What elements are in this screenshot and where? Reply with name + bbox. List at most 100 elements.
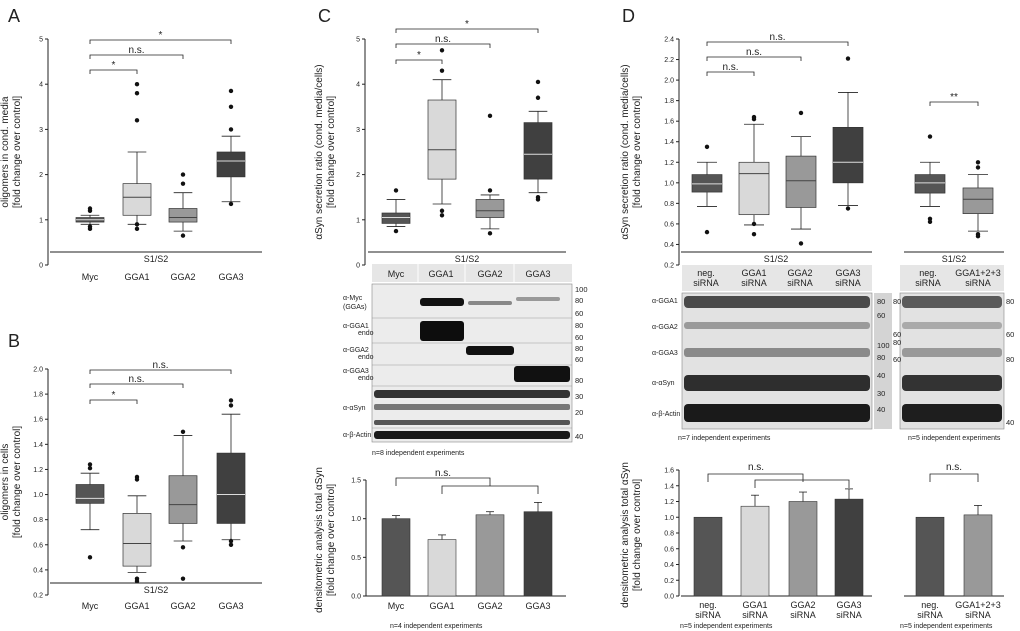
significance-label: * [417, 50, 421, 61]
outlier-point [845, 206, 851, 211]
x-category-label: siRNA [790, 610, 816, 620]
outlier-point [228, 398, 234, 403]
blot-c-label-gga3-sub: endo [358, 375, 374, 382]
outlier-point [439, 208, 445, 213]
blot-d-h3a: GGA2 [787, 268, 812, 278]
box-2 [122, 474, 152, 584]
y-tick-label: 5 [39, 37, 43, 44]
blot-d-band-gga1 [684, 296, 870, 308]
outlier-point [751, 116, 757, 122]
outlier-point [487, 113, 493, 119]
box-iqr [691, 174, 723, 193]
blot-c-mw: 80 [575, 296, 583, 305]
outlier-point [228, 127, 234, 132]
y-tick-label: 5 [356, 37, 360, 44]
blot-c-label-gga1-sub: endo [358, 330, 374, 337]
panel-d-densito-ylabel-1: densitometric analysis total αSyn [620, 462, 631, 608]
significance-label: n.s. [435, 468, 451, 479]
blot-d-mw: 80 [893, 338, 901, 347]
blot-c-label-gga1: α-GGA1 [343, 323, 369, 330]
blot-d-row-gga3: α-GGA3 [652, 350, 678, 357]
significance-label: n.s. [128, 45, 144, 56]
y-tick-label: 1.0 [664, 515, 674, 522]
blot-d-mw: 60 [893, 330, 901, 339]
bar-3 [475, 511, 505, 597]
outlier-point [975, 160, 981, 165]
panel-d-densito-note-left: n=5 independent experiments [680, 623, 773, 630]
outlier-point [228, 403, 234, 408]
y-tick-label: 0.4 [664, 242, 674, 249]
blot-c-header-bg [372, 264, 572, 282]
outlier-point [134, 578, 140, 584]
bar [523, 511, 553, 597]
x-category-label: GGA1 [742, 600, 767, 610]
panel-d-boxplot: 0.2 0.4 0.6 0.8 1.0 1.2 1.4 1.6 1.8 2.0 2.2 2.4 n.s.… [664, 32, 1004, 270]
blot-d-ladder [874, 293, 892, 429]
x-category-label: GGA1 [124, 272, 149, 282]
y-tick-label: 2.4 [664, 37, 674, 44]
box-iqr [738, 161, 770, 216]
group-label: S1/S2 [455, 254, 480, 264]
y-tick-label: 1.4 [33, 442, 43, 449]
bar-4 [834, 488, 864, 597]
significance-bracket [754, 479, 850, 488]
blot-c-label-myc-sub: (GGAs) [343, 304, 367, 311]
blot-d-mw-right: 40 [1006, 418, 1014, 427]
y-tick-label: 1.0 [664, 180, 674, 187]
blot-d-band-gga2 [684, 322, 870, 329]
x-category-label: GGA3 [836, 600, 861, 610]
panel-c-ylabel-2: [fold change over control] [326, 96, 337, 209]
significance-bracket [441, 485, 539, 494]
panel-c: C αSyn secretion ratio (cond. media/cell… [314, 6, 588, 630]
panel-c-ylabel-1: αSyn secretion ratio (cond. media/cells) [314, 64, 325, 239]
bar-1 [693, 516, 723, 597]
blot-d-band-r-gga3 [902, 348, 1002, 357]
y-tick-label: 0.0 [351, 594, 361, 601]
blot-d-h2b: siRNA [741, 278, 767, 288]
blot-d-h3b: siRNA [787, 278, 813, 288]
outlier-point [439, 68, 445, 73]
panel-letter-c: C [318, 6, 331, 26]
blot-c-mw: 60 [575, 309, 583, 318]
outlier-point [134, 222, 140, 227]
box-5 [914, 134, 946, 225]
y-tick-label: 2 [356, 172, 360, 179]
group-label: S1/S2 [144, 585, 169, 595]
y-tick-label: 0.5 [351, 555, 361, 562]
y-tick-label: 0.4 [33, 567, 43, 574]
group-label: S1/S2 [942, 254, 967, 264]
blot-c-mw: 60 [575, 333, 583, 342]
blot-d-mw: 100 [877, 341, 890, 350]
bar-2 [427, 534, 457, 597]
y-tick-label: 1 [39, 217, 43, 224]
y-tick-label: 1.5 [351, 478, 361, 485]
significance-label: n.s. [128, 374, 144, 385]
blot-c-mw: 30 [575, 392, 583, 401]
panel-c-densito-bars: 0.0 0.5 1.0 1.5 Myc GGA1 GGA2 GGA3 n.s. [351, 468, 566, 611]
blot-c-mw: 60 [575, 355, 583, 364]
outlier-point [228, 538, 234, 544]
blot-d-header-bg-right [900, 265, 1004, 291]
box-4 [216, 398, 246, 547]
panel-d-densito-note-right: n=5 independent experiments [900, 623, 993, 630]
x-category-label: GGA1 [429, 601, 454, 611]
blot-c-header-gga3: GGA3 [525, 269, 550, 279]
y-tick-label: 3 [356, 127, 360, 134]
significance-bracket [89, 399, 138, 404]
panel-d-blot: neg. siRNA GGA1 siRNA GGA2 siRNA GGA3 si… [652, 265, 1014, 442]
bar [915, 516, 945, 597]
outlier-point [535, 79, 541, 85]
significance-bracket [395, 59, 443, 64]
y-tick-label: 1.2 [664, 160, 674, 167]
y-tick-label: 1.4 [664, 483, 674, 490]
outlier-point [439, 213, 445, 218]
outlier-point [134, 91, 140, 96]
box-iqr [75, 484, 105, 504]
significance-label: ** [950, 92, 958, 103]
x-category-label: neg. [921, 600, 939, 610]
x-category-label: siRNA [836, 610, 862, 620]
panel-d-ylabel-1: αSyn secretion ratio (cond. media/cells) [620, 64, 631, 239]
blot-d-h4b: siRNA [835, 278, 861, 288]
significance-bracket [706, 41, 849, 46]
y-tick-label: 2 [39, 172, 43, 179]
